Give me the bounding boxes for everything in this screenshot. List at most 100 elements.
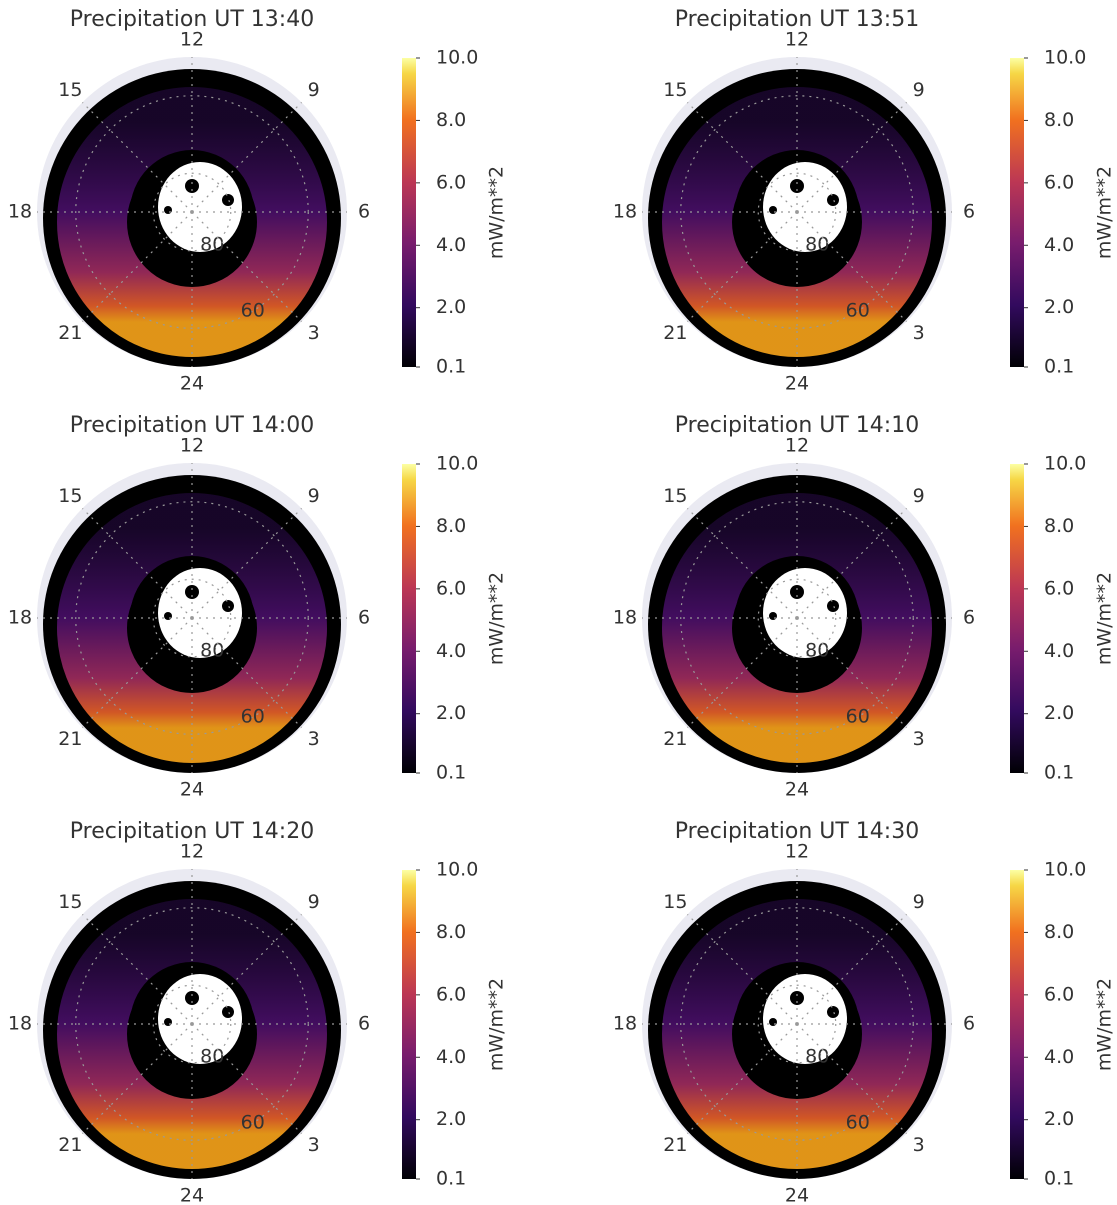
angular-tick-label: 21 — [663, 322, 687, 344]
angular-tick-label: 15 — [58, 79, 82, 101]
angular-tick-label: 6 — [963, 607, 975, 629]
angular-tick-label: 6 — [358, 201, 370, 223]
radial-tick-label: 80 — [200, 1046, 224, 1068]
angular-grid-line — [81, 507, 193, 619]
colorbar-tick-label: 4.0 — [436, 234, 466, 256]
angular-grid-line — [796, 1023, 908, 1135]
angular-tick-label: 9 — [913, 891, 925, 913]
angular-tick-label: 18 — [613, 1013, 637, 1035]
angular-tick-label: 6 — [358, 607, 370, 629]
angular-tick-label: 21 — [58, 728, 82, 750]
angular-tick-label: 15 — [58, 485, 82, 507]
colorbar-tick-label: 10.0 — [436, 47, 478, 69]
angular-grid-line — [191, 617, 303, 729]
gap-speck — [790, 991, 804, 1005]
angular-tick-label: 21 — [58, 1134, 82, 1156]
data-gap — [763, 974, 847, 1064]
gap-speck — [790, 585, 804, 599]
gap-speck — [185, 585, 199, 599]
angular-tick-label: 24 — [180, 1185, 204, 1205]
angular-grid-line — [191, 211, 303, 323]
angular-grid-line — [191, 1023, 303, 1135]
gap-speck — [222, 600, 234, 612]
gap-speck — [222, 194, 234, 206]
angular-grid-line — [81, 1023, 193, 1135]
colorbar-tick-label: 2.0 — [1044, 702, 1074, 724]
precipitation-oval — [662, 493, 932, 763]
angular-tick-label: 24 — [785, 1185, 809, 1205]
angular-tick-label: 3 — [308, 1134, 320, 1156]
data-gap — [158, 162, 242, 252]
panel: Precipitation UT 14:30 80 60 12 9 6 3 24 21 18 15 0… — [613, 819, 1116, 1205]
colorbar-tick-label: 2.0 — [1044, 1108, 1074, 1130]
angular-grid-line — [796, 101, 908, 213]
angular-grid-line — [796, 913, 908, 1025]
gap-speck — [769, 206, 777, 214]
panel-title: Precipitation UT 14:10 — [675, 413, 919, 438]
colorbar-tick-label: 0.1 — [1044, 1168, 1074, 1190]
angular-tick-label: 15 — [663, 891, 687, 913]
radial-grid-line — [757, 172, 837, 252]
angular-tick-label: 9 — [913, 485, 925, 507]
colorbar-tick-label: 10.0 — [436, 859, 478, 881]
angular-grid-line — [796, 617, 908, 729]
panel-title: Precipitation UT 14:30 — [675, 819, 919, 844]
precipitation-oval — [57, 87, 327, 357]
precipitation-oval — [57, 899, 327, 1169]
angular-tick-label: 21 — [58, 322, 82, 344]
angular-tick-label: 6 — [963, 201, 975, 223]
radial-tick-label: 60 — [241, 300, 265, 322]
angular-tick-label: 24 — [180, 779, 204, 801]
colorbar-label: mW/m**2 — [1094, 978, 1116, 1071]
gap-speck — [769, 612, 777, 620]
angular-tick-label: 9 — [308, 79, 320, 101]
angular-tick-label: 3 — [913, 728, 925, 750]
angular-tick-label: 24 — [785, 779, 809, 801]
colorbar-tick-label: 2.0 — [436, 1108, 466, 1130]
colorbar-tick-label: 2.0 — [436, 702, 466, 724]
angular-tick-label: 18 — [613, 201, 637, 223]
colorbar-tick-label: 4.0 — [1044, 1046, 1074, 1068]
colorbar — [1010, 464, 1024, 773]
panel: Precipitation UT 14:00 80 60 12 9 6 3 24 21 18 15 0… — [8, 413, 508, 801]
radial-grid-line — [75, 907, 309, 1141]
radial-grid-line — [152, 172, 232, 252]
colorbar-tick-label: 6.0 — [1044, 983, 1074, 1005]
colorbar-tick-label: 6.0 — [1044, 171, 1074, 193]
colorbar — [402, 870, 416, 1179]
precipitation-oval — [662, 87, 932, 357]
radial-tick-label: 80 — [805, 234, 829, 256]
angular-grid-line — [686, 1023, 798, 1135]
colorbar-tick-label: 6.0 — [436, 171, 466, 193]
angular-grid-line — [796, 211, 908, 323]
colorbar — [1010, 58, 1024, 367]
colorbar-tick-label: 10.0 — [1044, 453, 1086, 475]
angular-grid-line — [191, 507, 303, 619]
colorbar-tick-label: 6.0 — [436, 577, 466, 599]
radial-tick-label: 80 — [200, 640, 224, 662]
panel: Precipitation UT 14:10 80 60 12 9 6 3 24 21 18 15 0… — [613, 413, 1116, 801]
angular-grid-line — [686, 507, 798, 619]
angular-grid-line — [796, 507, 908, 619]
colorbar-tick-label: 0.1 — [436, 1168, 466, 1190]
colorbar-tick-label: 8.0 — [436, 515, 466, 537]
gap-speck — [827, 600, 839, 612]
angular-tick-label: 21 — [663, 1134, 687, 1156]
radial-tick-label: 80 — [805, 1046, 829, 1068]
angular-tick-label: 12 — [785, 841, 809, 863]
angular-tick-label: 12 — [785, 29, 809, 51]
colorbar-label: mW/m**2 — [486, 978, 508, 1071]
angular-tick-label: 15 — [663, 485, 687, 507]
radial-grid-line — [680, 95, 914, 329]
data-gap — [158, 974, 242, 1064]
radial-grid-line — [680, 907, 914, 1141]
angular-tick-label: 15 — [663, 79, 687, 101]
panel-title: Precipitation UT 14:00 — [70, 413, 314, 438]
radial-grid-line — [680, 501, 914, 735]
radial-tick-label: 60 — [846, 1112, 870, 1134]
radial-grid-line — [152, 984, 232, 1064]
colorbar-tick-label: 6.0 — [1044, 577, 1074, 599]
colorbar-tick-label: 10.0 — [1044, 859, 1086, 881]
colorbar-label: mW/m**2 — [1094, 166, 1116, 259]
panel-title: Precipitation UT 13:51 — [675, 7, 919, 32]
